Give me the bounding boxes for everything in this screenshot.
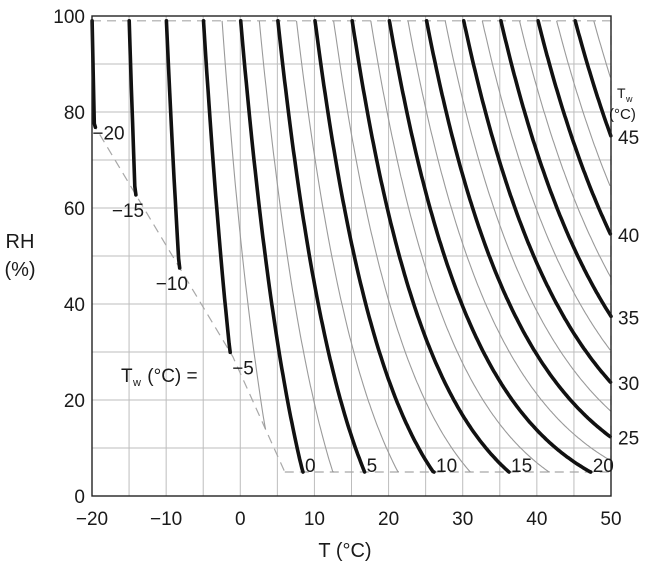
legend-title: T w (°C)	[609, 85, 636, 123]
dashed-diagonal	[91, 121, 286, 473]
curve-label: −5	[232, 358, 254, 379]
minor-curve	[370, 20, 550, 473]
x-tick-label: 50	[600, 509, 621, 530]
y-tick-label: 100	[53, 7, 85, 28]
curve-label: 25	[618, 429, 639, 450]
major-curve	[127, 19, 138, 197]
x-tick-label: −10	[150, 509, 182, 530]
series-prefix-t: T	[121, 366, 133, 387]
y-tick-label: 60	[64, 199, 85, 220]
major-curve	[276, 19, 367, 474]
minor-curves	[221, 20, 612, 473]
curve-label: 0	[305, 456, 316, 477]
minor-curve	[333, 20, 471, 473]
major-curve	[387, 19, 593, 474]
major-curve	[201, 19, 232, 355]
major-curve	[536, 19, 613, 236]
minor-curve	[444, 20, 612, 412]
minor-curve	[481, 20, 611, 351]
minor-curve	[593, 20, 612, 78]
x-tick-label: 0	[235, 509, 246, 530]
series-prefix-rest: (°C) =	[142, 366, 203, 387]
y-tick-label: 40	[64, 295, 85, 316]
x-tick-label: 10	[304, 509, 325, 530]
major-curve	[424, 19, 612, 439]
legend-title-sub: w	[625, 94, 633, 104]
x-tick-labels: −20 −10 0 10 20 30 40 50	[76, 509, 622, 530]
curve-label: −10	[156, 274, 188, 295]
y-axis-title-line2: (%)	[4, 259, 35, 281]
legend-title-unit: (°C)	[609, 106, 636, 123]
curve-label: 5	[367, 456, 378, 477]
major-curve	[238, 19, 305, 474]
x-axis-title: T (°C)	[318, 540, 371, 562]
major-curve	[313, 19, 436, 474]
major-curve	[164, 19, 182, 270]
curve-label: 35	[618, 308, 639, 329]
y-tick-label: 80	[64, 103, 85, 124]
series-prefix-sub: w	[132, 377, 141, 389]
y-tick-label: 0	[74, 487, 85, 508]
x-tick-label: 30	[452, 509, 473, 530]
major-curve	[350, 19, 511, 474]
major-curves	[90, 19, 613, 474]
curve-label: 40	[618, 226, 639, 247]
major-curve	[573, 19, 613, 138]
grid	[91, 15, 612, 497]
minor-curve	[221, 20, 267, 430]
y-tick-labels: 0 20 40 60 80 100	[53, 7, 85, 508]
curve-label: 10	[436, 456, 457, 477]
curve-label: 20	[593, 456, 614, 477]
x-tick-label: 20	[378, 509, 399, 530]
curve-label: 15	[511, 456, 532, 477]
minor-curve	[295, 20, 400, 473]
legend-title-t: T	[617, 85, 626, 101]
minor-curve	[556, 20, 611, 187]
y-tick-label: 20	[64, 391, 85, 412]
curve-label: 45	[618, 128, 639, 149]
y-axis-title-line1: RH	[6, 231, 35, 253]
minor-curve	[258, 20, 335, 473]
curve-label: −15	[112, 201, 144, 222]
plot-frame	[91, 15, 612, 497]
major-curve	[461, 19, 613, 384]
x-tick-label: 40	[526, 509, 547, 530]
minor-curve	[407, 20, 611, 461]
major-curve	[499, 19, 613, 319]
curve-label: −20	[92, 123, 124, 144]
curve-label: 30	[618, 374, 639, 395]
minor-curve	[518, 20, 612, 278]
x-tick-label: −20	[76, 509, 108, 530]
series-prefix: T w (°C) =	[121, 366, 203, 389]
